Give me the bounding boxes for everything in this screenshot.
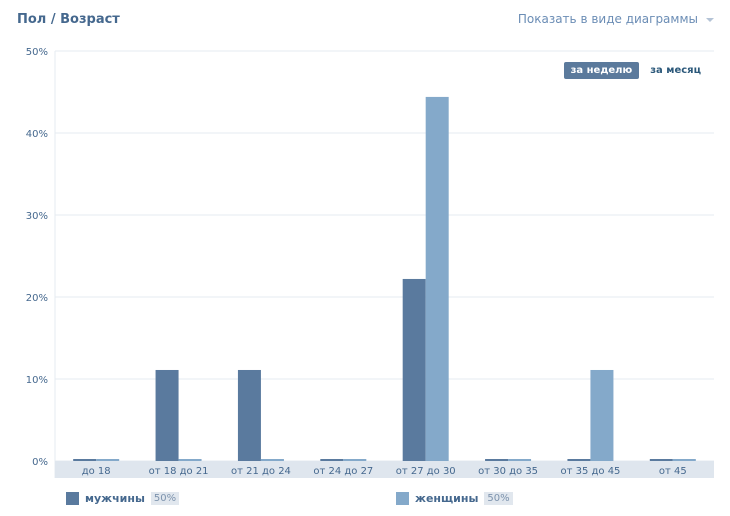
- legend-percent-men: 50%: [150, 492, 180, 505]
- view-toggle-dropdown[interactable]: Показать в виде диаграммы: [518, 12, 714, 26]
- y-tick-label: 40%: [26, 129, 48, 140]
- x-tick-label: от 30 до 35: [478, 466, 538, 477]
- y-tick-label: 0%: [32, 457, 48, 468]
- x-tick-label: от 45: [659, 466, 687, 477]
- bar-men[interactable]: [73, 459, 97, 461]
- bar-men[interactable]: [237, 369, 261, 461]
- x-tick-label: от 35 до 45: [560, 466, 620, 477]
- y-axis-ticks: 0% 10% 20% 30% 40% 50%: [26, 47, 48, 468]
- page-title: Пол / Возраст: [17, 12, 120, 27]
- y-tick-label: 20%: [26, 293, 48, 304]
- y-tick-label: 50%: [26, 47, 48, 58]
- tab-month[interactable]: за месяц: [650, 65, 701, 76]
- x-tick-label: до 18: [82, 466, 111, 477]
- legend-label-men: мужчины: [85, 492, 145, 505]
- women-swatch: [396, 492, 409, 505]
- bar-women[interactable]: [96, 459, 120, 461]
- bar-women[interactable]: [178, 459, 202, 461]
- bar-women[interactable]: [508, 459, 532, 461]
- bar-women[interactable]: [672, 459, 696, 461]
- bar-women[interactable]: [590, 369, 614, 461]
- x-tick-label: от 24 до 27: [313, 466, 373, 477]
- x-axis-band: [55, 461, 714, 478]
- x-tick-label: от 27 до 30: [396, 466, 456, 477]
- bar-women[interactable]: [343, 459, 367, 461]
- men-swatch: [66, 492, 79, 505]
- y-tick-label: 10%: [26, 375, 48, 386]
- bar-men[interactable]: [155, 369, 179, 461]
- view-toggle-label: Показать в виде диаграммы: [517, 12, 698, 26]
- x-tick-label: от 18 до 21: [149, 466, 209, 477]
- bar-men[interactable]: [402, 278, 426, 461]
- bars: [73, 96, 696, 462]
- bar-men[interactable]: [320, 459, 344, 461]
- bar-men[interactable]: [567, 459, 591, 461]
- legend-label-women: женщины: [415, 492, 479, 505]
- tab-week[interactable]: за неделю: [563, 62, 640, 79]
- y-tick-label: 30%: [26, 211, 48, 222]
- bar-women[interactable]: [425, 96, 449, 462]
- chevron-down-icon: [706, 18, 714, 22]
- legend-item-women[interactable]: женщины 50%: [396, 492, 513, 505]
- grid-layer: [54, 50, 714, 478]
- legend-item-men[interactable]: мужчины 50%: [66, 492, 180, 505]
- period-selector: за неделю за месяц: [563, 62, 708, 79]
- x-tick-label: от 21 до 24: [231, 466, 291, 477]
- legend-percent-women: 50%: [484, 492, 513, 505]
- bar-men[interactable]: [485, 459, 509, 461]
- x-axis-ticks: до 18 от 18 до 21 от 21 до 24 от 24 до 27 от…: [82, 466, 687, 477]
- bar-women[interactable]: [260, 459, 284, 461]
- bar-men[interactable]: [649, 459, 673, 461]
